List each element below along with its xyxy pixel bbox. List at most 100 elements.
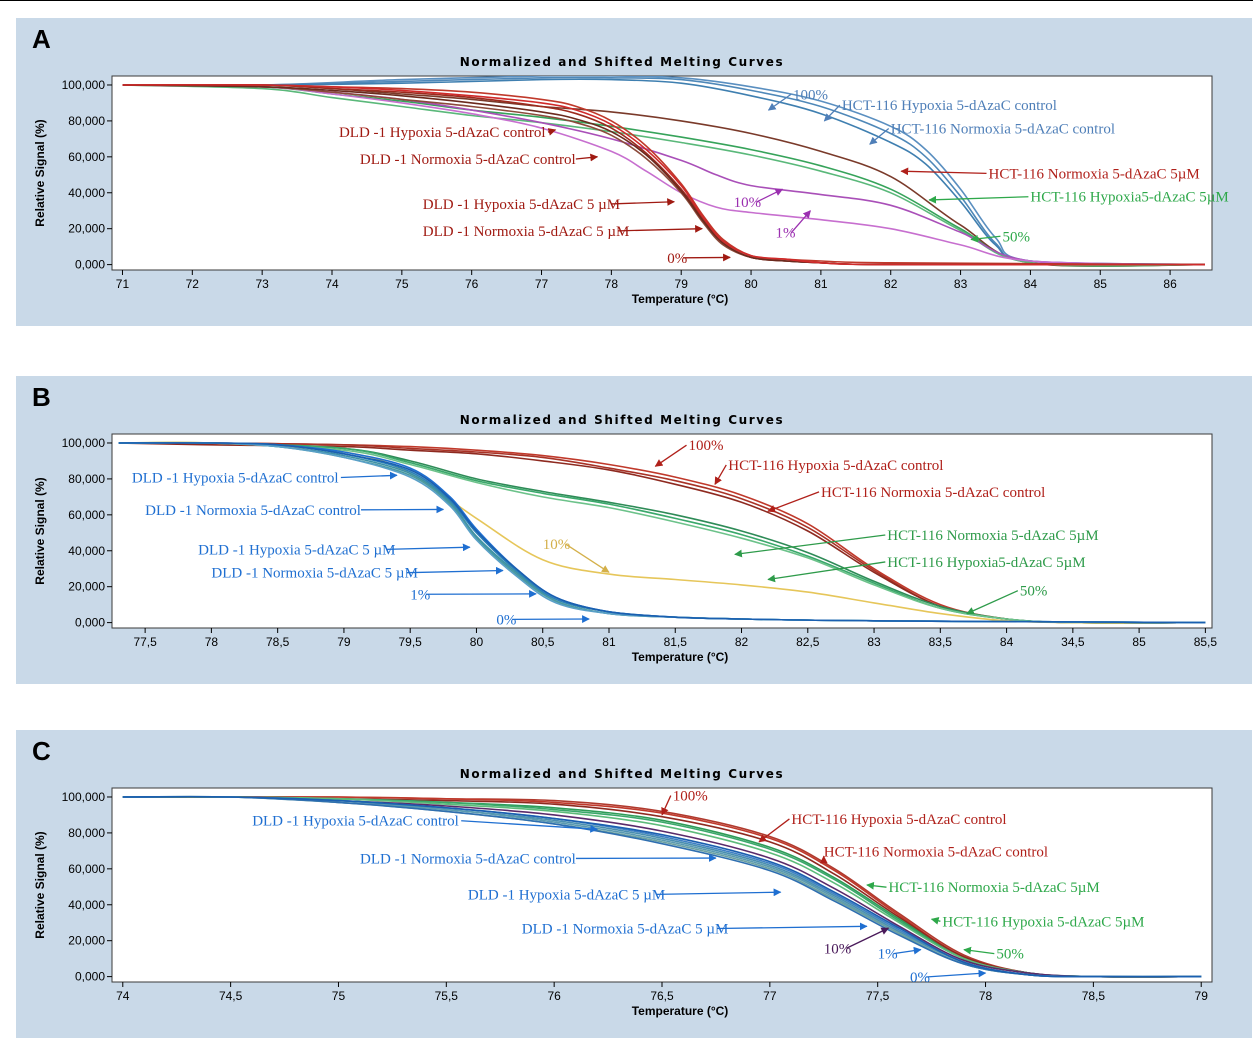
x-tick-label: 76: [465, 277, 479, 291]
x-tick-label: 85: [1094, 277, 1108, 291]
x-tick-label: 79: [1195, 989, 1209, 1003]
annotation-label: DLD -1 Normoxia 5-dAzaC 5 µM: [423, 224, 630, 240]
annotation-label: DLD -1 Hypoxia 5-dAzaC 5 µM: [468, 887, 665, 903]
annotation-label: DLD -1 Hypoxia 5-dAzaC control: [339, 125, 546, 141]
x-tick-label: 79: [337, 635, 351, 649]
annotation-label: 0%: [667, 251, 687, 267]
y-tick-label: 60,000: [68, 862, 105, 876]
annotation-label: 100%: [689, 438, 724, 454]
annotation-label: HCT-116 Normoxia 5-dAzaC 5µM: [887, 528, 1098, 544]
x-tick-label: 81: [602, 635, 616, 649]
y-tick-label: 40,000: [68, 544, 105, 558]
y-tick-label: 60,000: [68, 508, 105, 522]
x-tick-label: 74: [325, 277, 339, 291]
y-axis-label: Relative Signal (%): [33, 831, 47, 938]
y-tick-label: 80,000: [68, 826, 105, 840]
annotation-label: 50%: [1002, 229, 1030, 245]
y-tick-label: 20,000: [68, 580, 105, 594]
x-tick-label: 75: [395, 277, 409, 291]
x-tick-label: 78: [979, 989, 993, 1003]
x-tick-label: 83,5: [929, 635, 953, 649]
top-rule: [0, 0, 1253, 1]
annotation-label: HCT-116 Hypoxia 5-dAzaC control: [728, 458, 943, 474]
annotation-label: HCT-116 Hypoxia5-dAzaC 5µM: [887, 555, 1085, 571]
x-tick-label: 80: [470, 635, 484, 649]
y-tick-label: 40,000: [68, 186, 105, 200]
annotation-label: HCT-116 Hypoxia 5-dAzaC control: [842, 98, 1057, 114]
x-tick-label: 83: [954, 277, 968, 291]
x-tick-label: 82: [884, 277, 898, 291]
x-tick-label: 76: [547, 989, 561, 1003]
annotation-label: 1%: [410, 587, 430, 603]
annotation-label: HCT-116 Hypoxia 5-dAzaC 5µM: [942, 914, 1144, 930]
annotation-label: HCT-116 Normoxia 5-dAzaC control: [824, 844, 1048, 860]
x-tick-label: 83: [867, 635, 881, 649]
x-tick-label: 81: [814, 277, 828, 291]
melting-chart-b: Normalized and Shifted Melting Curves 0,0…: [16, 376, 1252, 684]
annotation-label: DLD -1 Normoxia 5-dAzaC 5 µM: [211, 566, 418, 582]
x-tick-label: 82,5: [796, 635, 820, 649]
y-axis-label: Relative Signal (%): [33, 119, 47, 226]
annotation-label: 1%: [878, 947, 898, 963]
x-tick-label: 75: [332, 989, 346, 1003]
annotation-label: DLD -1 Hypoxia 5-dAzaC control: [132, 471, 339, 487]
annotation-label: DLD -1 Normoxia 5-dAzaC control: [360, 152, 576, 168]
annotation-label: DLD -1 Hypoxia 5-dAzaC 5 µM: [423, 197, 620, 213]
x-tick-label: 74: [116, 989, 130, 1003]
annotation-label: 10%: [824, 941, 852, 957]
y-tick-label: 100,000: [62, 436, 106, 450]
annotation-label: 100%: [673, 789, 708, 805]
x-tick-label: 77,5: [866, 989, 890, 1003]
y-tick-label: 80,000: [68, 472, 105, 486]
x-tick-label: 82: [735, 635, 749, 649]
y-tick-label: 0,000: [75, 616, 105, 630]
x-tick-label: 78,5: [266, 635, 290, 649]
x-tick-label: 77: [535, 277, 549, 291]
x-tick-label: 75,5: [435, 989, 459, 1003]
chart-title: Normalized and Shifted Melting Curves: [460, 767, 784, 781]
x-tick-label: 80,5: [531, 635, 555, 649]
x-tick-label: 78,5: [1082, 989, 1106, 1003]
y-tick-label: 20,000: [68, 222, 105, 236]
x-tick-label: 72: [186, 277, 200, 291]
annotation-label: DLD -1 Hypoxia 5-dAzaC control: [252, 814, 459, 830]
annotation-label: 0%: [496, 612, 516, 628]
x-tick-label: 84: [1024, 277, 1038, 291]
x-tick-label: 79,5: [399, 635, 423, 649]
annotation-label: 0%: [910, 970, 930, 986]
y-tick-label: 40,000: [68, 898, 105, 912]
annotation-label: HCT-116 Normoxia 5-dAzaC 5µM: [989, 166, 1200, 182]
x-tick-label: 85: [1132, 635, 1146, 649]
x-axis-label: Temperature (°C): [632, 292, 729, 306]
y-axis-label: Relative Signal (%): [33, 477, 47, 584]
x-tick-label: 85,5: [1194, 635, 1218, 649]
x-axis-label: Temperature (°C): [632, 650, 729, 664]
x-tick-label: 73: [255, 277, 269, 291]
y-tick-label: 100,000: [62, 790, 106, 804]
annotation-label: 1%: [775, 226, 795, 242]
y-tick-label: 60,000: [68, 150, 105, 164]
y-tick-label: 0,000: [75, 258, 105, 272]
x-tick-label: 77,5: [133, 635, 157, 649]
annotation-label: 10%: [734, 195, 762, 211]
x-tick-label: 81,5: [664, 635, 688, 649]
annotation-label: DLD -1 Normoxia 5-dAzaC control: [360, 851, 576, 867]
chart-title: Normalized and Shifted Melting Curves: [460, 413, 784, 427]
y-tick-label: 0,000: [75, 970, 105, 984]
x-tick-label: 78: [205, 635, 219, 649]
annotation-label: 50%: [1020, 584, 1048, 600]
x-tick-label: 78: [605, 277, 619, 291]
annotation-label: DLD -1 Normoxia 5-dAzaC 5 µM: [522, 922, 729, 938]
annotation-label: HCT-116 Normoxia 5-dAzaC 5µM: [888, 880, 1099, 896]
annotation-label: 100%: [793, 87, 828, 103]
annotation-label: 50%: [996, 947, 1024, 963]
x-tick-label: 77: [763, 989, 777, 1003]
x-tick-label: 74,5: [219, 989, 243, 1003]
x-tick-label: 79: [675, 277, 689, 291]
annotation-label: HCT-116 Normoxia 5-dAzaC control: [891, 121, 1115, 137]
x-tick-label: 34,5: [1061, 635, 1085, 649]
x-tick-label: 71: [116, 277, 130, 291]
